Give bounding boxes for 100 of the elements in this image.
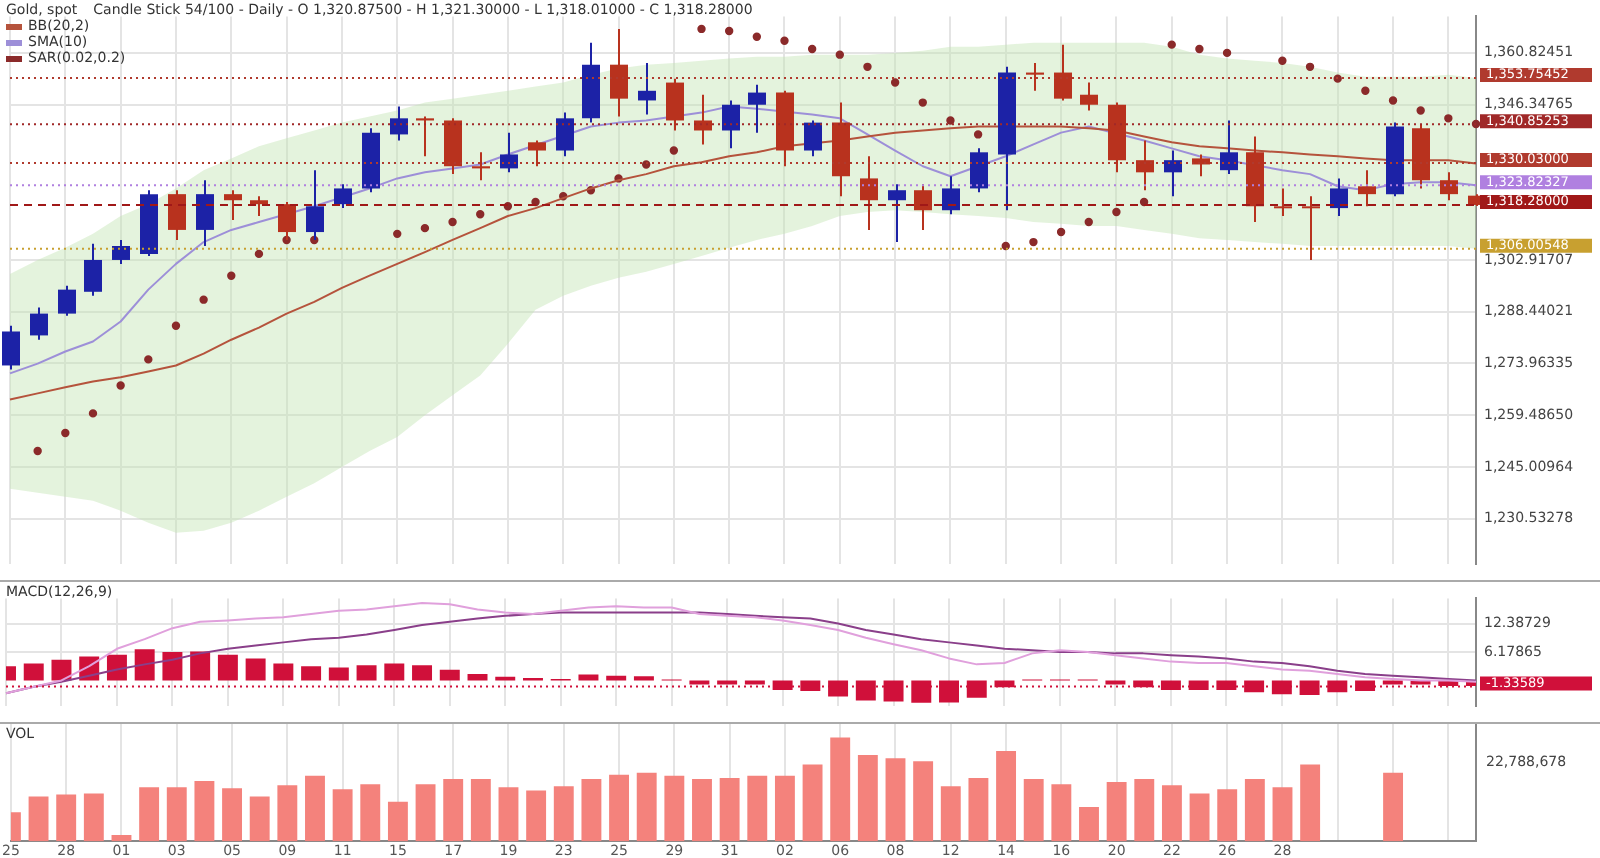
bar [217,654,238,681]
point [171,321,181,330]
candlestick [1026,61,1044,92]
bar [190,651,211,681]
bar [1106,782,1127,842]
point [780,36,789,45]
candlestick [1440,171,1458,202]
candlestick [942,175,960,216]
bar [56,794,77,842]
point [1029,237,1038,247]
point [531,197,540,207]
candlestick [1302,195,1320,261]
point [420,223,430,233]
bar [1189,793,1210,842]
bar [498,787,519,842]
bar [194,781,215,842]
candlestick [168,189,186,241]
candlestick [196,179,214,248]
bar [249,796,270,842]
candlestick [610,27,628,118]
candlestick [84,242,102,297]
point [1139,197,1149,207]
bar [245,658,266,681]
point [1388,96,1398,105]
candlestick [914,183,932,231]
point [116,381,125,390]
bar [578,674,599,681]
candlestick [1274,187,1292,217]
point [393,229,402,239]
point [1361,86,1370,95]
point [1416,106,1425,115]
point [1001,241,1010,251]
bar [1300,764,1321,842]
bar [222,788,243,842]
bar [301,666,322,681]
point [61,428,70,438]
bar [1383,772,1404,842]
bar [581,778,602,842]
bar [1134,778,1155,842]
candlestick [970,147,988,194]
bar [277,785,298,842]
point [476,209,485,219]
candlestick [500,131,518,174]
bar [885,758,906,842]
point [835,50,845,59]
bar [28,796,49,842]
candlestick [472,151,490,182]
bar [328,667,349,681]
bar [166,787,187,842]
candlestick [30,306,48,341]
bar [774,775,795,842]
point [973,130,983,139]
bar [415,784,436,842]
candlestick [1330,177,1348,217]
candlestick [694,93,712,146]
candlestick [1080,81,1098,112]
point [1444,114,1453,123]
candlestick [528,139,546,168]
bar [913,761,934,842]
point [254,249,264,259]
point [724,26,734,36]
bar [83,793,104,842]
bar [692,778,712,842]
candlestick [1358,169,1376,208]
point [890,78,900,87]
bar [747,775,768,842]
candlestick [224,189,242,221]
candlestick [278,201,296,241]
candlestick [2,324,20,371]
bar [332,789,353,842]
point [1195,44,1204,54]
candlestick [860,155,878,231]
point [1305,62,1315,72]
bar [384,663,405,681]
bar [940,786,961,842]
bar [664,775,685,842]
point [752,32,762,41]
point [1056,227,1066,237]
bar [273,663,294,681]
bar [111,834,132,842]
candlestick [390,105,408,142]
bar [470,778,491,842]
bar [1079,806,1099,842]
bar [23,663,44,681]
bar [1272,787,1293,842]
point [1278,56,1287,65]
candlestick [1136,139,1154,192]
bar [1244,778,1265,842]
candlestick [334,183,352,210]
bar [968,777,989,842]
point [199,295,208,304]
bar [360,784,381,842]
candlestick [888,183,906,244]
bar [609,774,630,842]
candlestick [112,238,130,265]
candlestick [1164,149,1182,198]
bar [443,778,464,842]
bar [802,764,823,842]
point [88,409,98,418]
candlestick [58,284,76,317]
